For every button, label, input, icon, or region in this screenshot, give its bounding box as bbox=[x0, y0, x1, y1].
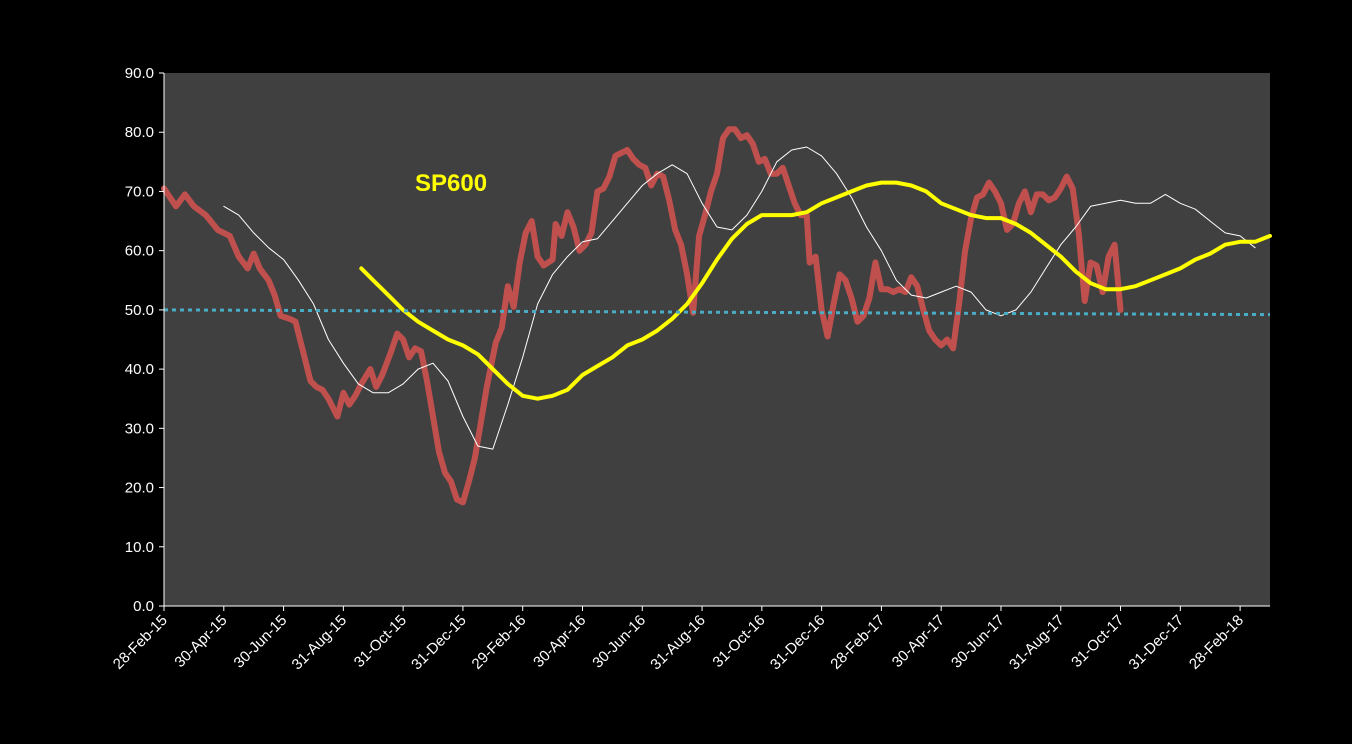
y-tick-label: 40.0 bbox=[125, 361, 154, 378]
series-layer bbox=[161, 126, 1272, 506]
y-tick-label: 10.0 bbox=[125, 539, 154, 556]
series-line-white bbox=[223, 146, 1256, 450]
y-tick-label: 80.0 bbox=[125, 124, 154, 141]
y-tick-label: 0.0 bbox=[133, 598, 154, 615]
y-tick-label: 90.0 bbox=[125, 65, 154, 82]
series-line-yellow bbox=[359, 180, 1272, 401]
y-tick-label: 30.0 bbox=[125, 420, 154, 437]
y-tick-label: 70.0 bbox=[125, 183, 154, 200]
y-tick-label: 60.0 bbox=[125, 243, 154, 260]
chart-annotation: SP600 bbox=[415, 170, 487, 197]
series-line-weekly bbox=[161, 126, 1124, 506]
series-line-reference bbox=[163, 308, 1271, 317]
y-tick-label: 20.0 bbox=[125, 480, 154, 497]
y-tick-label: 50.0 bbox=[125, 302, 154, 319]
plot-area bbox=[164, 73, 1270, 606]
